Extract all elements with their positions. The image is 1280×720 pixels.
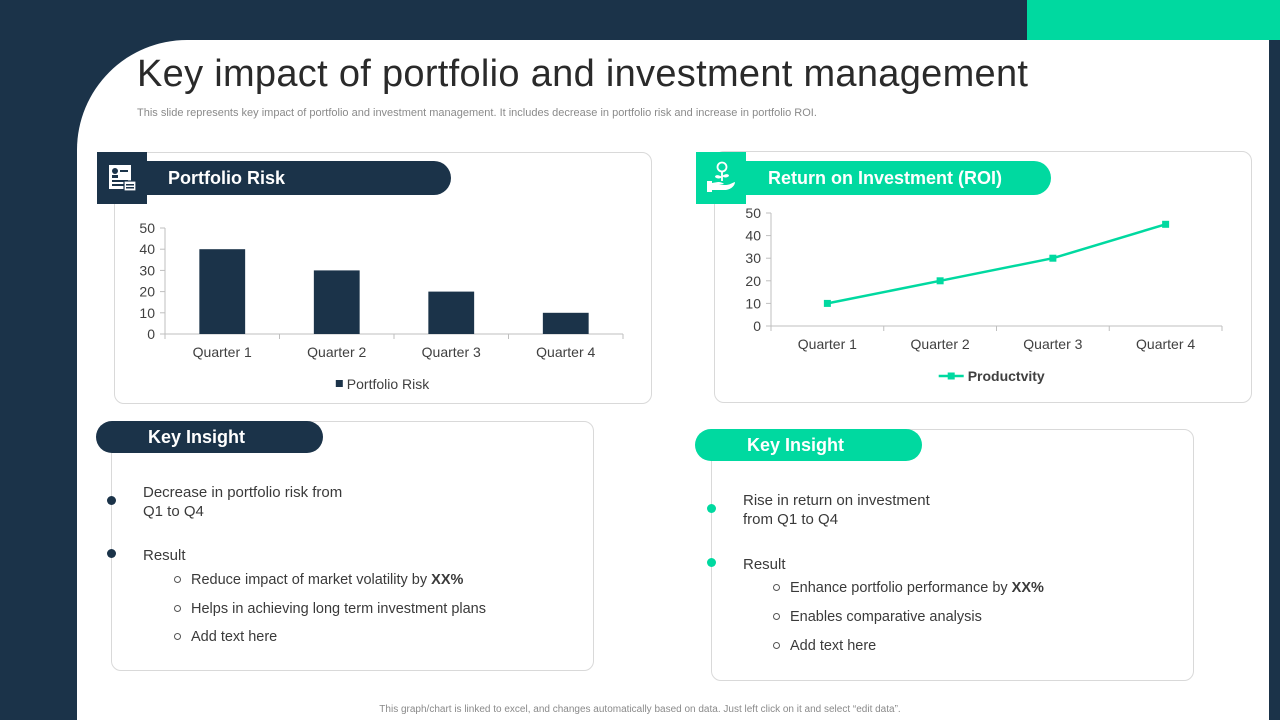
data-point: [823, 299, 831, 307]
key-insight-risk-heading: Key Insight: [96, 421, 323, 453]
bullet-dot: [707, 504, 716, 513]
x-tick-label: Quarter 3: [1023, 336, 1082, 352]
insight-risk-point-1-line-2: Q1 to Q4: [143, 503, 204, 520]
roi-heading-label: Return on Investment (ROI): [768, 167, 1003, 188]
circle-bullet-icon: [773, 584, 780, 591]
bar: [542, 312, 589, 334]
x-tick-label: Quarter 4: [536, 344, 595, 360]
insight-roi-point-1-line-2: from Q1 to Q4: [743, 511, 839, 528]
insight-risk-sub-3: Add text here: [174, 629, 277, 645]
insight-roi-sub-2: Enables comparative analysis: [773, 609, 982, 625]
key-insight-roi-heading-label: Key Insight: [747, 434, 845, 455]
insight-roi-sub-2-text: Enables comparative analysis: [790, 609, 982, 625]
y-tick-label: 50: [745, 205, 761, 221]
legend-label: Portfolio Risk: [347, 376, 430, 392]
roi-line-chart: 0 10 20 30 40 50 Quarter 1 Quarter 2 Quarter 3 Qu…: [745, 205, 1223, 384]
page-title: Key impact of portfolio and investment m…: [137, 53, 1029, 95]
circle-bullet-icon: [174, 605, 181, 612]
insight-risk-sub-1-value: XX%: [431, 572, 464, 588]
roi-heading: Return on Investment (ROI): [746, 161, 1051, 195]
y-tick-label: 30: [745, 250, 761, 266]
insight-roi-sub-1-text: Enhance portfolio performance by: [790, 580, 1012, 596]
y-tick-label: 40: [745, 228, 761, 244]
y-tick-label: 10: [745, 295, 761, 311]
portfolio-risk-bar-chart: 0 10 20 30 40 50 Quarter 1 Quarter 2 Quarter 3 Qu…: [139, 220, 624, 392]
insight-roi-sub-3-text: Add text here: [790, 638, 877, 654]
data-point: [936, 277, 944, 285]
insight-roi-point-1: Rise in return on investment from Q1 to …: [743, 491, 930, 529]
y-tick-label: 20: [139, 284, 155, 300]
plant-in-hand-icon: [696, 152, 746, 204]
key-insight-roi-card: [711, 429, 1194, 681]
circle-bullet-icon: [773, 642, 780, 649]
y-tick-label: 50: [139, 220, 155, 236]
insight-roi-point-2: Result: [743, 556, 786, 573]
y-tick-label: 0: [753, 318, 761, 334]
insight-risk-point-1-line-1: Decrease in portfolio risk from: [143, 484, 343, 501]
insight-risk-point-2: Result: [143, 547, 186, 564]
insight-roi-sub-1-value: XX%: [1011, 580, 1044, 596]
footer-note: This graph/chart is linked to excel, and…: [379, 704, 901, 715]
insight-risk-sub-3-text: Add text here: [191, 629, 278, 645]
insight-risk-sub-2: Helps in achieving long term investment …: [174, 601, 486, 617]
circle-bullet-icon: [174, 633, 181, 640]
legend-marker: [947, 372, 955, 380]
key-insight-risk-card: [111, 421, 594, 671]
key-insight-roi-heading: Key Insight: [695, 429, 922, 461]
circle-bullet-icon: [773, 613, 780, 620]
bar: [313, 270, 360, 334]
insight-risk-sub-1: Reduce impact of market volatility by XX…: [174, 572, 463, 588]
x-tick-label: Quarter 1: [798, 336, 857, 352]
portfolio-risk-heading: Portfolio Risk: [147, 161, 451, 195]
y-tick-label: 30: [139, 262, 155, 278]
y-tick-label: 10: [139, 305, 155, 321]
insight-risk-point-1: Decrease in portfolio risk from Q1 to Q4: [143, 483, 342, 521]
insight-risk-sub-1-text: Reduce impact of market volatility by: [191, 572, 432, 588]
legend-label: Productvity: [968, 368, 1045, 384]
insight-roi-sub-3: Add text here: [773, 638, 876, 654]
insight-roi-sub-1: Enhance portfolio performance by XX%: [773, 580, 1044, 596]
y-tick-label: 40: [139, 241, 155, 257]
x-tick-label: Quarter 4: [1136, 336, 1195, 352]
bar: [199, 249, 246, 334]
green-corner-accent: [1027, 0, 1280, 40]
bullet-dot: [107, 496, 116, 505]
page-subtitle: This slide represents key impact of port…: [137, 107, 817, 119]
x-tick-label: Quarter 2: [911, 336, 970, 352]
y-tick-label: 0: [147, 326, 155, 342]
bullet-dot: [707, 558, 716, 567]
circle-bullet-icon: [174, 576, 181, 583]
portfolio-risk-heading-label: Portfolio Risk: [168, 167, 286, 188]
insight-roi-point-1-line-1: Rise in return on investment: [743, 492, 930, 509]
legend-marker: [335, 380, 343, 387]
portfolio-document-icon: [97, 152, 147, 204]
key-insight-risk-heading-label: Key Insight: [148, 426, 246, 447]
x-tick-label: Quarter 2: [307, 344, 366, 360]
x-tick-label: Quarter 1: [193, 344, 252, 360]
bar: [428, 291, 475, 334]
insight-risk-sub-2-text: Helps in achieving long term investment …: [191, 601, 486, 617]
y-tick-label: 20: [745, 273, 761, 289]
x-tick-label: Quarter 3: [422, 344, 481, 360]
bullet-dot: [107, 549, 116, 558]
data-point: [1162, 220, 1170, 228]
series-line: [827, 223, 1166, 305]
data-point: [1049, 254, 1057, 262]
